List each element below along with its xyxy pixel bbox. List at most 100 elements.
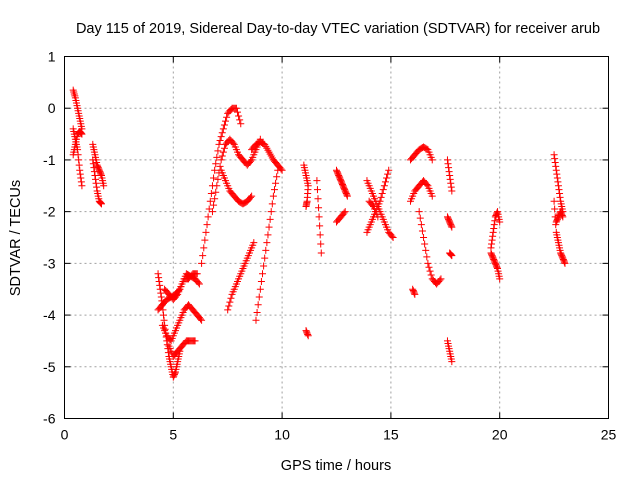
data-point [268,200,276,208]
data-point [254,301,262,309]
data-point [422,246,430,254]
data-point [173,292,181,300]
data-point [218,152,226,160]
data-point [304,330,312,338]
data-point [202,228,210,236]
data-point [316,231,324,239]
data-point [97,200,105,208]
data-point [443,156,451,164]
data-point [317,249,325,257]
series-arc9b [333,208,349,226]
y-tick-label: -2 [43,204,56,220]
data-point [341,208,349,216]
data-point [272,179,280,187]
data-point [171,369,179,377]
data-point [447,179,455,187]
data-point [421,240,429,248]
data-point [160,311,168,319]
data-point [340,209,348,217]
data-point [368,201,376,209]
data-point [90,164,98,172]
data-point [220,144,228,152]
data-point [213,153,221,161]
data-point [554,178,562,186]
data-point [374,213,382,221]
data-point [560,258,568,266]
data-point [423,253,431,261]
data-point [496,218,504,226]
data-point [493,209,501,217]
data-point [315,213,323,221]
data-point [553,174,561,182]
data-point [277,165,285,173]
data-point [219,125,227,133]
data-point [70,88,78,96]
data-point [424,259,432,267]
series-arc3d [161,270,203,304]
data-point [163,341,171,349]
data-point [447,222,455,230]
x-tick-label: 20 [492,427,508,443]
data-point [93,183,101,191]
series-arc1a [69,86,86,133]
data-point [89,160,97,168]
data-point [156,281,164,289]
data-point [488,240,496,248]
series-arc11d [409,285,419,298]
series-arc14 [550,151,567,216]
data-point [410,289,418,297]
x-tick-label: 25 [601,427,617,443]
data-point [214,175,222,183]
data-point [428,192,436,200]
data-point [550,197,558,205]
data-point [199,252,207,260]
data-point [70,90,78,98]
series-arc6 [252,166,282,324]
data-point [556,193,564,201]
data-point [550,151,558,159]
data-point [97,199,105,207]
series-arc6b [248,138,286,174]
data-point [559,213,567,221]
data-point [100,182,108,190]
data-point [195,280,203,288]
series-arc2a [89,140,108,190]
data-point [237,120,245,128]
series-arc3e [165,337,199,360]
data-point [235,112,243,120]
data-point [493,263,501,271]
data-point [75,161,83,169]
x-tick-label: 10 [274,427,290,443]
data-point [446,171,454,179]
data-point [423,180,431,188]
data-point [260,262,268,270]
data-point [448,187,456,195]
data-point [203,221,211,229]
data-point [425,263,433,271]
y-tick-label: -1 [43,152,56,168]
series-arc14b [550,197,569,267]
data-point [343,191,351,199]
series-arc12c [443,337,456,366]
data-point [191,337,199,345]
data-point [161,325,169,333]
data-point [255,293,263,301]
data-point [222,117,230,125]
data-point [264,231,272,239]
data-point [233,108,241,116]
data-point [437,275,445,283]
data-point [265,223,273,231]
data-point [223,113,231,121]
data-point [489,232,497,240]
data-point [232,104,240,112]
data-point [76,170,84,178]
series-arc2b [89,156,105,208]
data-point [420,234,428,241]
y-tick-label: -4 [43,307,56,323]
data-point [490,224,498,232]
data-point [552,166,560,174]
chart-title: Day 115 of 2019, Sidereal Day-to-day VTE… [76,21,600,37]
data-point [206,197,214,205]
data-point [376,197,384,205]
data-point [71,92,79,100]
